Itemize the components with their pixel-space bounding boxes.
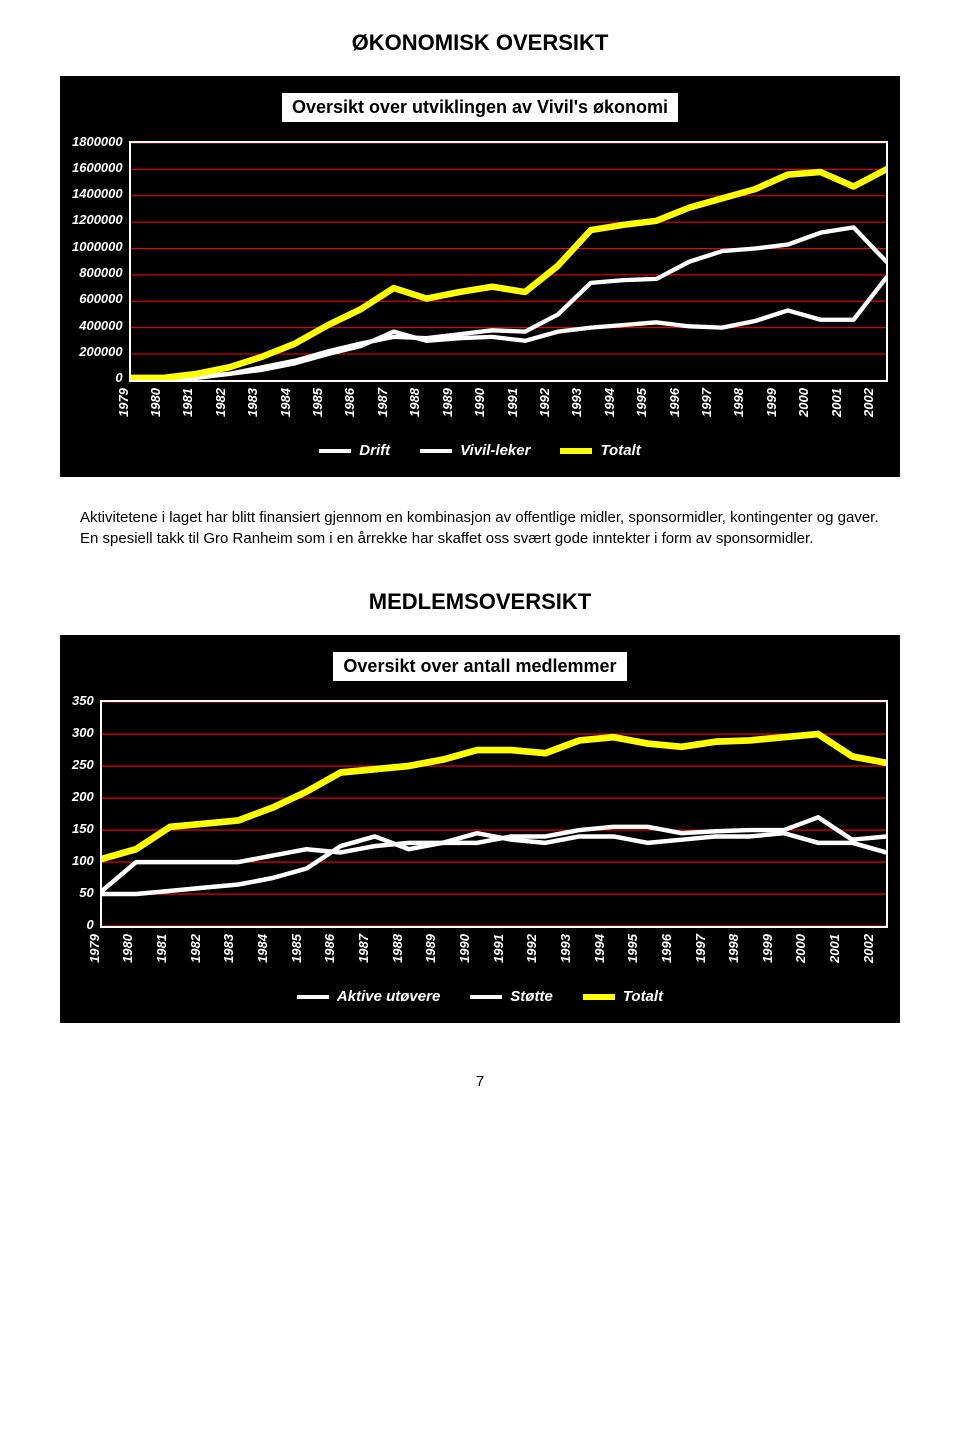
chart1-x-axis: 1979198019811982198319841985198619871988… — [129, 390, 888, 430]
legend-item-totalt2: Totalt — [583, 988, 663, 1005]
chart2-body: 350300250200150100500 197919801981198219… — [72, 700, 888, 976]
swatch-icon — [583, 994, 615, 1000]
section-title-1: ØKONOMISK OVERSIKT — [60, 30, 900, 56]
legend-label-drift: Drift — [359, 442, 390, 459]
legend-label-totalt: Totalt — [600, 442, 640, 459]
page: ØKONOMISK OVERSIKT Oversikt over utvikli… — [0, 0, 960, 1130]
chart1-y-axis: 1800000160000014000001200000100000080000… — [72, 141, 129, 378]
x-tick-label: 2002 — [861, 403, 901, 417]
legend-label-aktive: Aktive utøvere — [337, 988, 440, 1005]
chart2-y-axis: 350300250200150100500 — [72, 700, 100, 924]
legend-item-stotte: Støtte — [470, 988, 553, 1005]
chart2-plot-wrap: 1979198019811982198319841985198619871988… — [100, 700, 888, 976]
legend-label-stotte: Støtte — [510, 988, 553, 1005]
members-chart: Oversikt over antall medlemmer 350300250… — [60, 635, 900, 1023]
body-paragraph: Aktivitetene i laget har blitt finansier… — [80, 507, 880, 549]
chart1-body: 1800000160000014000001200000100000080000… — [72, 141, 888, 430]
section-title-2: MEDLEMSOVERSIKT — [60, 589, 900, 615]
swatch-icon — [319, 449, 351, 453]
chart2-legend: Aktive utøvere Støtte Totalt — [72, 988, 888, 1005]
chart1-title: Oversikt over utviklingen av Vivil's øko… — [281, 92, 679, 123]
swatch-icon — [420, 449, 452, 453]
chart2-title-wrap: Oversikt over antall medlemmer — [72, 647, 888, 700]
chart2-title: Oversikt over antall medlemmer — [332, 651, 627, 682]
swatch-icon — [470, 995, 502, 999]
chart1-plot — [129, 141, 888, 382]
chart2-plot — [100, 700, 888, 928]
legend-item-drift: Drift — [319, 442, 390, 459]
x-tick-label: 2002 — [861, 949, 901, 963]
chart1-title-wrap: Oversikt over utviklingen av Vivil's øko… — [72, 88, 888, 141]
chart2-x-axis: 1979198019811982198319841985198619871988… — [100, 936, 888, 976]
chart1-plot-wrap: 1979198019811982198319841985198619871988… — [129, 141, 888, 430]
legend-label-vivil: Vivil-leker — [460, 442, 530, 459]
economy-chart: Oversikt over utviklingen av Vivil's øko… — [60, 76, 900, 477]
legend-item-vivil: Vivil-leker — [420, 442, 530, 459]
page-number: 7 — [60, 1073, 900, 1090]
legend-item-aktive: Aktive utøvere — [297, 988, 440, 1005]
swatch-icon — [297, 995, 329, 999]
swatch-icon — [560, 448, 592, 454]
chart1-legend: Drift Vivil-leker Totalt — [72, 442, 888, 459]
legend-label-totalt2: Totalt — [623, 988, 663, 1005]
legend-item-totalt: Totalt — [560, 442, 640, 459]
